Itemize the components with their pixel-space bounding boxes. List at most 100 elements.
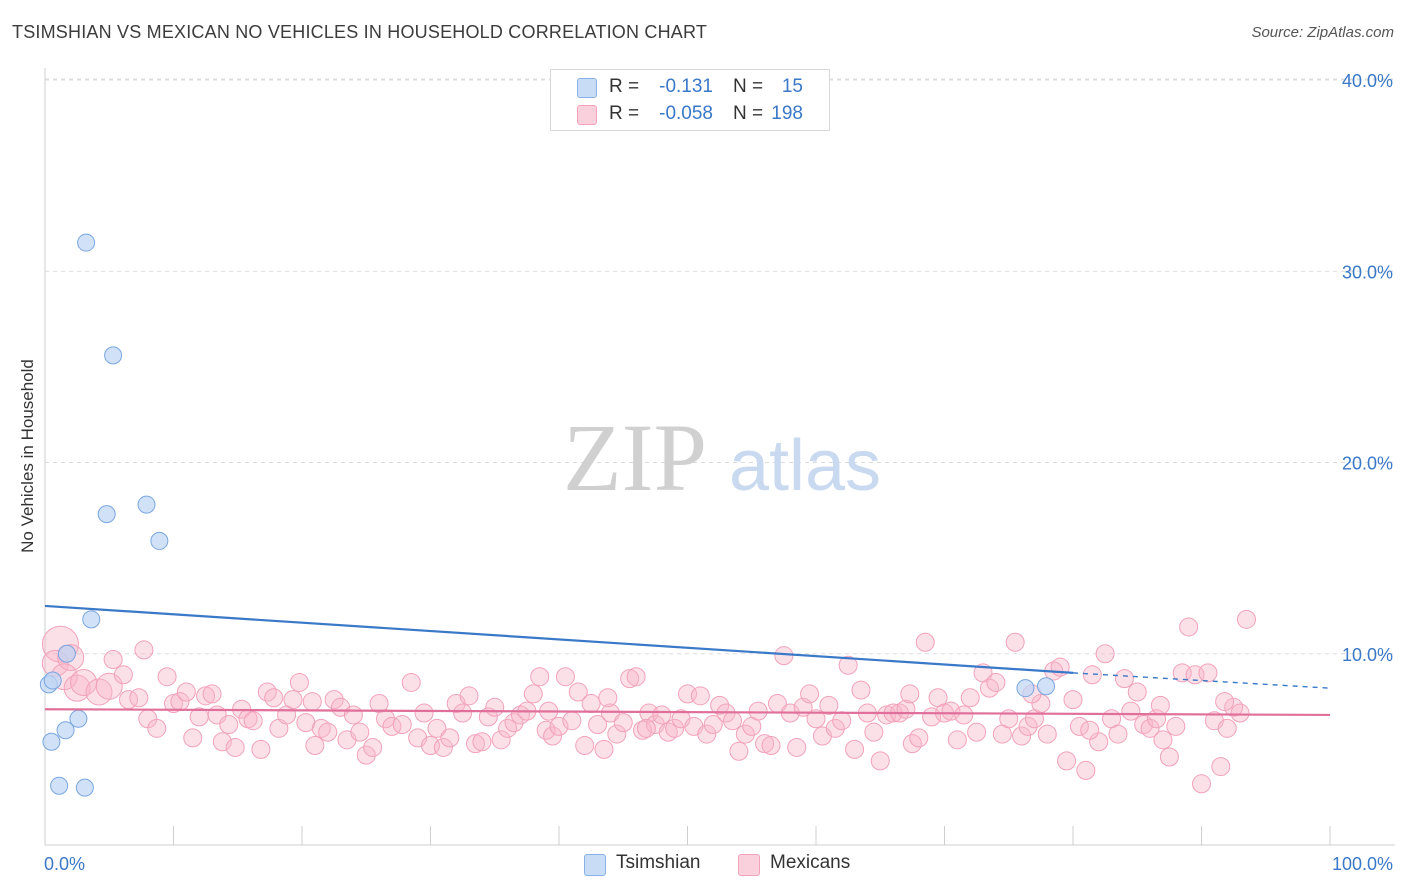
mexicans-point [800, 684, 820, 704]
mexicans-point [575, 736, 595, 756]
mexicans-point [607, 724, 627, 744]
mexicans-point [523, 684, 543, 704]
mexicans-point [900, 684, 920, 704]
mexicans-point [954, 705, 974, 725]
mexicans-point [735, 724, 755, 744]
tsimshian-point [43, 671, 62, 690]
mexicans-point [915, 632, 935, 652]
mexicans-point [363, 737, 383, 757]
mexicans-point [598, 688, 618, 708]
mexicans-point [318, 722, 338, 742]
tsimshian-point [104, 346, 123, 365]
mexicans-point [594, 739, 614, 759]
mexicans-point [665, 718, 685, 738]
mexicans-point [1140, 718, 1160, 738]
legend-r-label: R = [609, 103, 640, 124]
mexicans-point [1166, 716, 1186, 736]
mexicans-point [1127, 682, 1147, 702]
mexicans-point [1179, 617, 1199, 637]
y-tick-label: 20.0% [1342, 454, 1393, 474]
chart-title: TSIMSHIAN VS MEXICAN NO VEHICLES IN HOUS… [12, 22, 708, 42]
mexicans-point [806, 709, 826, 729]
mexicans-point [243, 711, 263, 731]
tsimshian-point [82, 610, 101, 629]
mexicans-point [212, 732, 232, 752]
mexicans-point [1080, 720, 1100, 740]
legend-r-value: -0.058 [659, 103, 713, 124]
mexicans-point [652, 705, 672, 725]
mexicans-point [1063, 690, 1083, 710]
mexicans-point [690, 686, 710, 706]
mexicans-point [1005, 632, 1025, 652]
mexicans-point [453, 703, 473, 723]
mexicans-point [176, 682, 196, 702]
mexicans-point [289, 672, 309, 692]
mexicans-point [343, 705, 363, 725]
tick-labels: 10.0% 20.0% 30.0% 40.0% 0.0% 100.0% [44, 71, 1393, 874]
tsimshian-point [56, 721, 75, 740]
mexicans-point [302, 692, 322, 712]
mexicans-point [530, 667, 550, 687]
tsimshian-point [75, 778, 94, 797]
legend-n-value: 198 [771, 103, 803, 124]
mexicans-point [472, 732, 492, 752]
y-tick-label: 30.0% [1342, 262, 1393, 282]
legend-swatch-mexicans [577, 105, 597, 125]
mexicans-point [129, 688, 149, 708]
mexicans-point [748, 701, 768, 721]
tsimshian-swatch [584, 854, 606, 876]
mexicans-point [774, 646, 794, 666]
mexicans-legend-label: Mexicans [770, 852, 851, 873]
mexicans-point [1150, 695, 1170, 715]
mexicans-point [1153, 730, 1173, 750]
mexicans-point [134, 640, 154, 660]
mexicans-point [392, 715, 412, 735]
tsimshian-point [50, 776, 69, 795]
tsimshian-point [77, 233, 96, 252]
mexicans-point [729, 741, 749, 761]
mexicans-point [819, 695, 839, 715]
mexicans-point [401, 672, 421, 692]
mexicans-point [755, 734, 775, 754]
mexicans-point [626, 667, 646, 687]
mexicans-point [549, 716, 569, 736]
mexicans-point [555, 667, 575, 687]
legend-n-value: 15 [781, 76, 803, 97]
legend-row-tsimshian: R = -0.131 N = 15 [551, 74, 829, 100]
watermark-zip: ZIP [563, 404, 707, 511]
mexicans-point [620, 669, 640, 689]
mexicans-trend-line [44, 708, 1331, 717]
mexicans-point [485, 697, 505, 717]
mexicans-point [196, 686, 216, 706]
trend-lines [44, 604, 1331, 717]
mexicans-point [1198, 663, 1218, 683]
mexicans-point [697, 724, 717, 744]
mexicans-point [613, 713, 633, 733]
mexicans-point [219, 715, 239, 735]
mexicans-point [113, 665, 133, 685]
mexicans-point [600, 703, 620, 723]
legend-r-label: R = [609, 76, 640, 97]
mexicans-point [1121, 701, 1141, 721]
mexicans-point [543, 726, 563, 746]
tsimshian-trend-extension [1072, 672, 1331, 689]
tsimshian-point [42, 732, 61, 751]
tsimshian-point [97, 505, 116, 524]
mexicans-point [1057, 751, 1077, 771]
legend-n-label: N = [733, 76, 764, 97]
legend-row-mexicans: R = -0.058 N = 198 [551, 101, 829, 127]
y-tick-label: 40.0% [1342, 71, 1393, 91]
mexicans-point [103, 649, 123, 669]
mexicans-point [588, 715, 608, 735]
mexicans-point [459, 686, 479, 706]
tsimshian-point [1016, 679, 1035, 698]
mexicans-point [722, 711, 742, 731]
mexicans-point [1069, 716, 1089, 736]
mexicans-point [1236, 609, 1256, 629]
mexicans-point [568, 682, 588, 702]
mexicans-point [465, 734, 485, 754]
mexicans-point [636, 718, 656, 738]
tsimshian-points [39, 233, 1056, 797]
mexicans-point [870, 751, 890, 771]
